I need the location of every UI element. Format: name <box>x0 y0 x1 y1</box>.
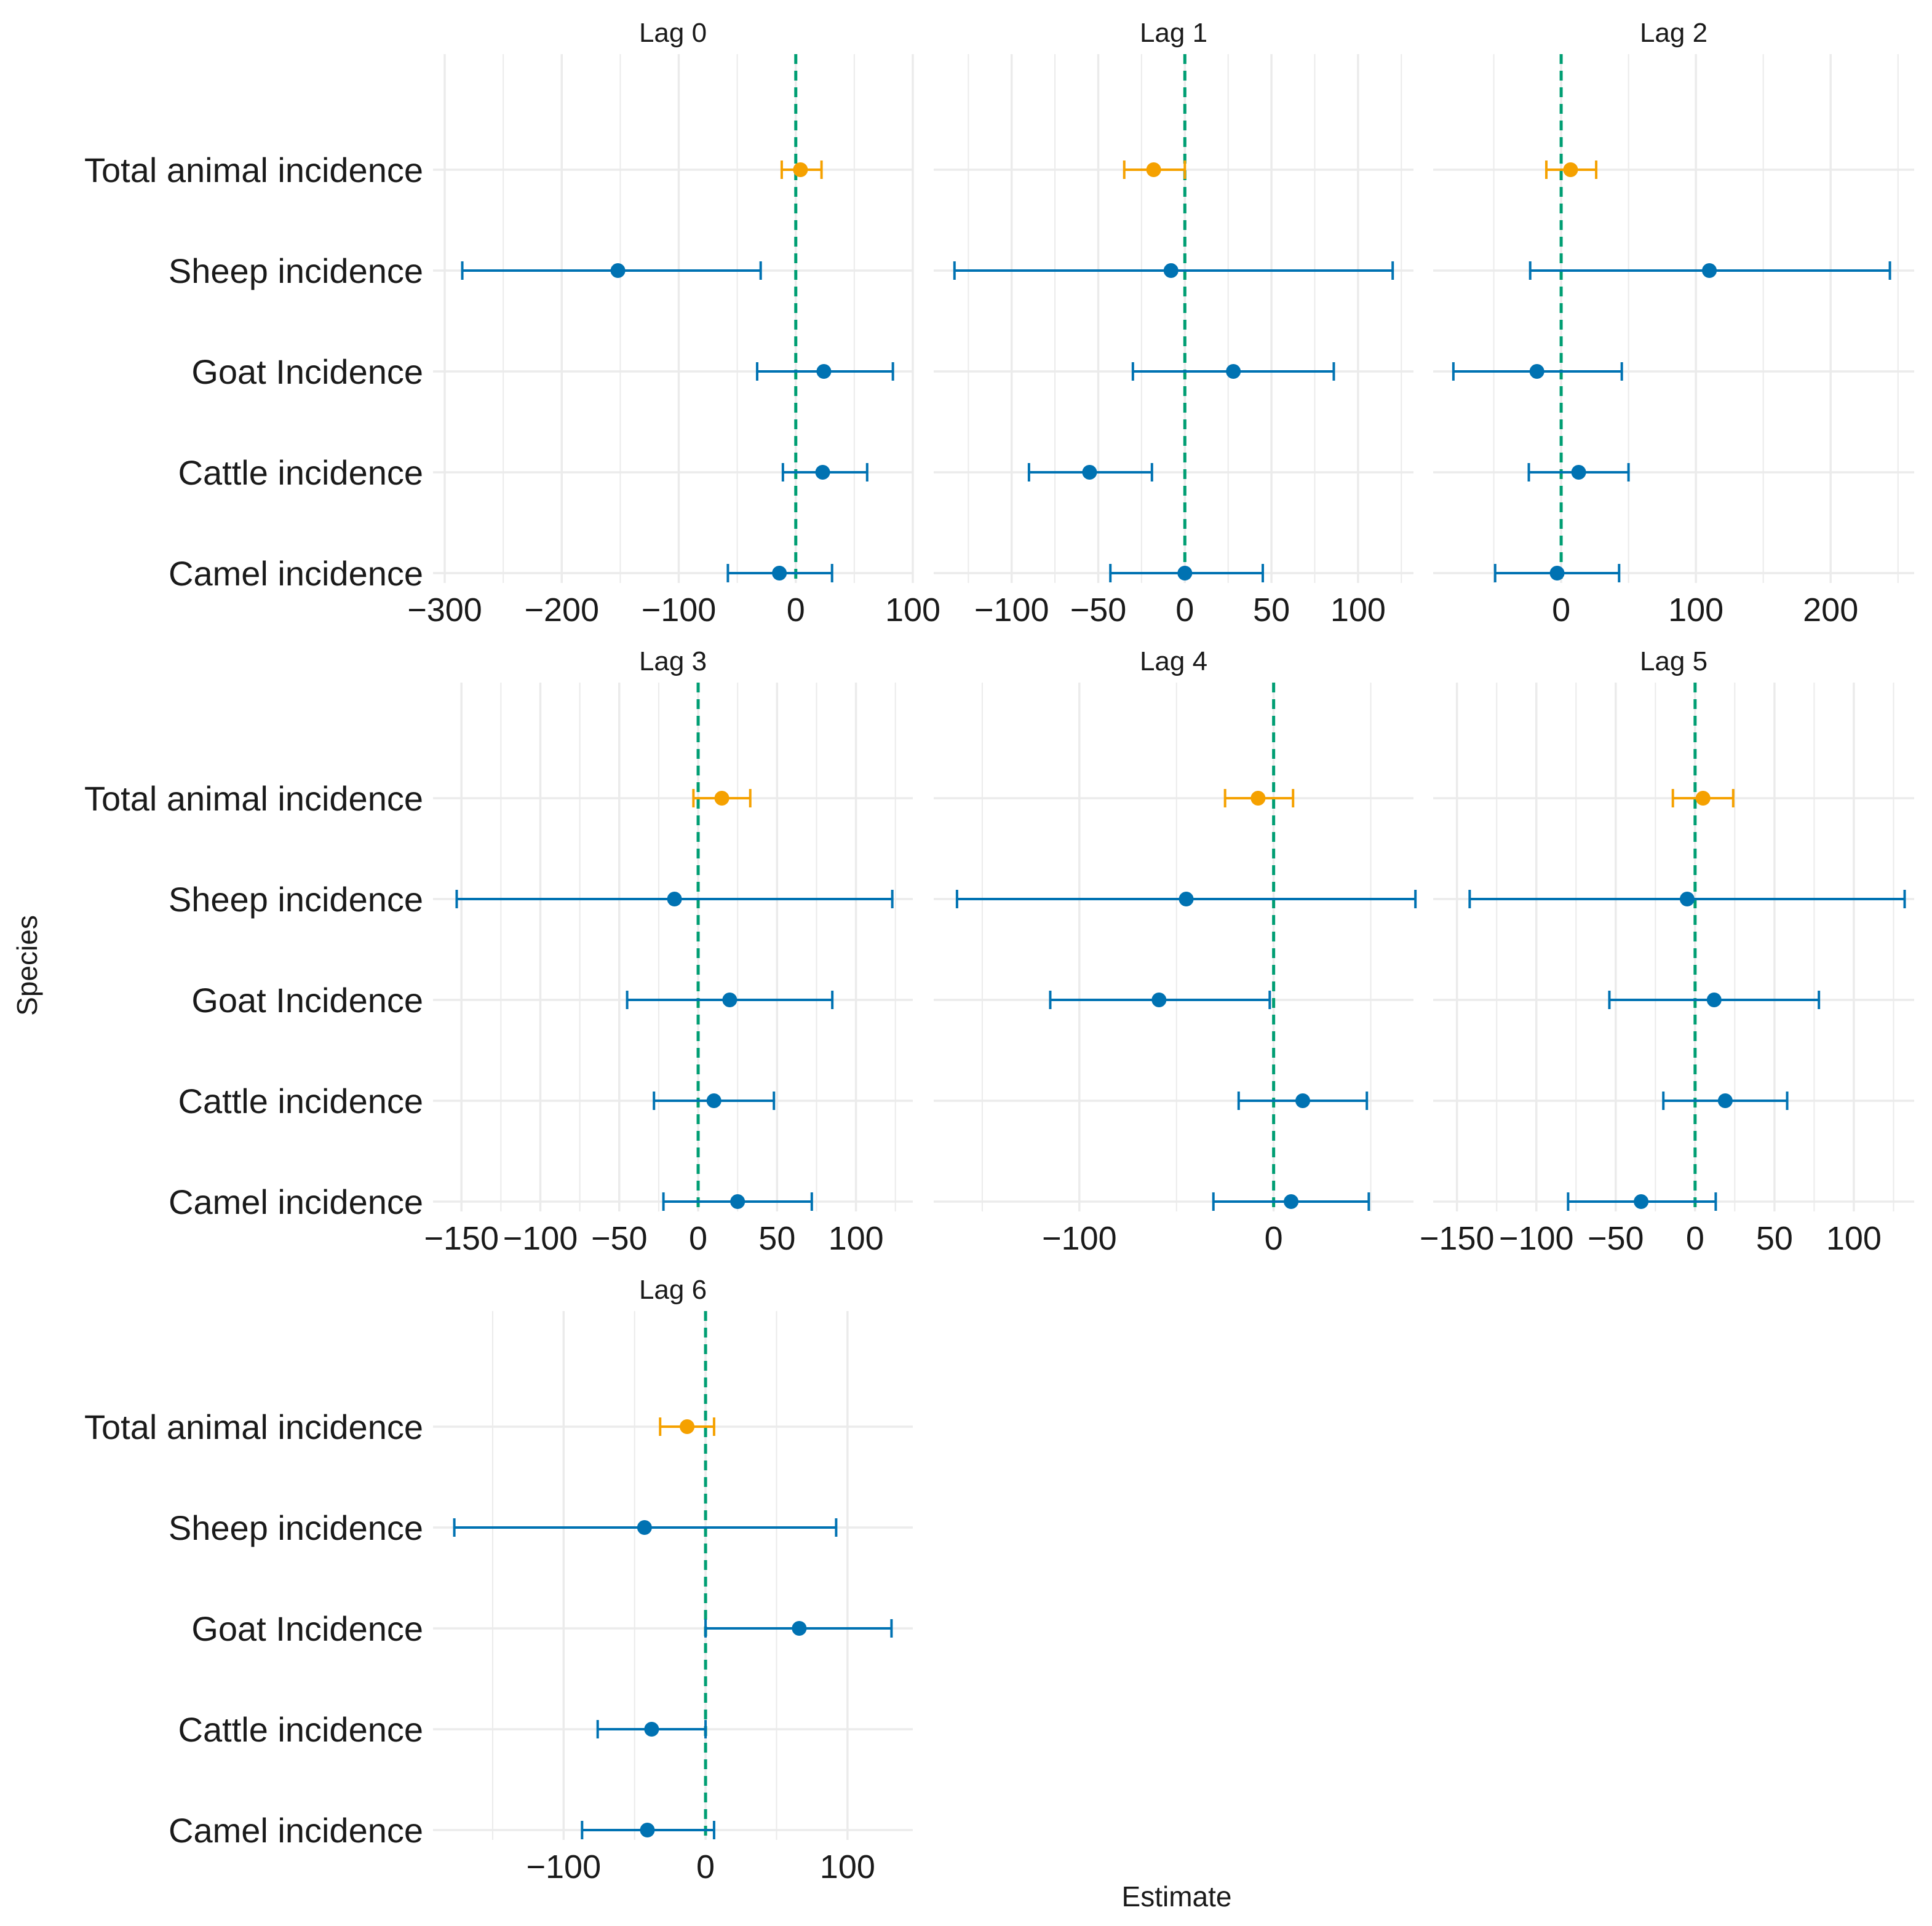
y-tick-label: Camel incidence <box>169 1183 423 1221</box>
y-tick-label: Goat Incidence <box>191 352 423 391</box>
x-tick-label: 0 <box>1686 1220 1704 1257</box>
estimate-point <box>667 892 682 906</box>
y-tick-label: Total animal incidence <box>84 1408 423 1446</box>
x-tick-label: −150 <box>424 1220 499 1257</box>
x-tick-label: 50 <box>758 1220 795 1257</box>
x-tick-label: −100 <box>974 592 1049 628</box>
x-tick-label: 50 <box>1253 592 1290 628</box>
x-tick-label: 100 <box>885 592 940 628</box>
x-tick-label: −50 <box>591 1220 648 1257</box>
estimate-point <box>722 993 737 1007</box>
estimate-point <box>730 1194 745 1209</box>
estimate-point <box>772 566 787 581</box>
panel-title: Lag 2 <box>1640 18 1707 48</box>
panel-title: Lag 1 <box>1140 18 1207 48</box>
estimate-point <box>1295 1093 1310 1108</box>
panel-3: Lag 3 Total animal incidence Sheep inciden… <box>84 646 913 1257</box>
estimate-point <box>1177 566 1193 581</box>
panel-title: Lag 6 <box>639 1275 707 1305</box>
y-tick-label: Goat Incidence <box>191 981 423 1020</box>
estimate-point <box>1695 791 1711 806</box>
estimate-point <box>1226 364 1241 379</box>
estimate-point <box>1179 892 1194 906</box>
x-tick-label: 0 <box>1175 592 1194 628</box>
y-axis-label: Species <box>11 915 43 1016</box>
estimate-point <box>1706 993 1722 1007</box>
y-tick-label: Sheep incidence <box>169 252 423 290</box>
x-tick-label: −50 <box>1588 1220 1644 1257</box>
x-tick-label: 100 <box>829 1220 884 1257</box>
x-tick-label: 0 <box>696 1849 715 1885</box>
panels-group: Lag 0 Total animal incidence Sheep inciden… <box>84 18 1914 1885</box>
estimate-point <box>1082 465 1097 480</box>
x-tick-label: 100 <box>1330 592 1386 628</box>
estimate-point <box>637 1520 652 1535</box>
estimate-point <box>610 263 626 278</box>
estimate-point <box>640 1823 655 1837</box>
y-tick-label: Camel incidence <box>169 1811 423 1850</box>
panel-0: Lag 0 Total animal incidence Sheep inciden… <box>84 18 940 628</box>
y-tick-label: Sheep incidence <box>169 1508 423 1547</box>
estimate-point <box>1529 364 1544 379</box>
estimate-point <box>1151 993 1167 1007</box>
x-tick-label: 200 <box>1803 592 1858 628</box>
estimate-point <box>1563 162 1578 177</box>
x-tick-label: 0 <box>689 1220 707 1257</box>
panel-title: Lag 4 <box>1140 646 1207 676</box>
estimate-point <box>792 1621 807 1636</box>
estimate-point <box>1549 566 1565 581</box>
estimate-point <box>644 1722 659 1737</box>
panel-title: Lag 0 <box>639 18 707 48</box>
estimate-point <box>1284 1194 1299 1209</box>
x-tick-label: 0 <box>1265 1220 1283 1257</box>
x-axis-label: Estimate <box>1122 1880 1232 1912</box>
x-tick-label: −50 <box>1070 592 1127 628</box>
x-tick-label: 0 <box>1552 592 1570 628</box>
estimate-point <box>680 1419 695 1434</box>
x-tick-label: 50 <box>1756 1220 1793 1257</box>
estimate-point <box>1717 1093 1733 1108</box>
x-tick-label: −100 <box>642 592 717 628</box>
estimate-point <box>816 364 832 379</box>
y-tick-label: Camel incidence <box>169 554 423 593</box>
y-tick-label: Goat Incidence <box>191 1609 423 1648</box>
panel-6: Lag 6 Total animal incidence Sheep inciden… <box>84 1275 913 1885</box>
estimate-point <box>815 465 830 480</box>
x-tick-label: −300 <box>407 592 482 628</box>
y-tick-label: Total animal incidence <box>84 151 423 189</box>
estimate-point <box>706 1093 722 1108</box>
x-tick-label: −200 <box>524 592 599 628</box>
estimate-point <box>1634 1194 1649 1209</box>
y-tick-label: Cattle incidence <box>178 1082 423 1120</box>
y-tick-label: Cattle incidence <box>178 453 423 492</box>
estimate-point <box>1679 892 1695 906</box>
estimate-point <box>1250 791 1266 806</box>
estimate-point <box>714 791 729 806</box>
estimate-point <box>1163 263 1179 278</box>
estimate-point <box>1571 465 1586 480</box>
x-tick-label: −150 <box>1420 1220 1495 1257</box>
x-tick-label: 100 <box>1668 592 1723 628</box>
panel-title: Lag 3 <box>639 646 707 676</box>
estimate-point <box>1146 162 1161 177</box>
panel-1: Lag 1 −100 −50 0 50 100 <box>934 18 1413 628</box>
panel-title: Lag 5 <box>1640 646 1707 676</box>
x-tick-label: 100 <box>820 1849 875 1885</box>
x-tick-label: −100 <box>1042 1220 1117 1257</box>
x-tick-label: −100 <box>1499 1220 1574 1257</box>
y-tick-label: Total animal incidence <box>84 779 423 818</box>
y-tick-label: Cattle incidence <box>178 1710 423 1749</box>
panel-5: Lag 5 −150 −100 −50 0 50 100 <box>1420 646 1914 1257</box>
x-tick-label: −100 <box>503 1220 578 1257</box>
x-tick-label: −100 <box>526 1849 601 1885</box>
estimate-point <box>793 162 808 177</box>
estimate-point <box>1702 263 1717 278</box>
panel-2: Lag 2 0 100 200 <box>1433 18 1914 628</box>
x-tick-label: 0 <box>787 592 805 628</box>
x-tick-label: 100 <box>1826 1220 1882 1257</box>
y-tick-label: Sheep incidence <box>169 880 423 919</box>
panel-4: Lag 4 −100 0 <box>934 646 1417 1257</box>
